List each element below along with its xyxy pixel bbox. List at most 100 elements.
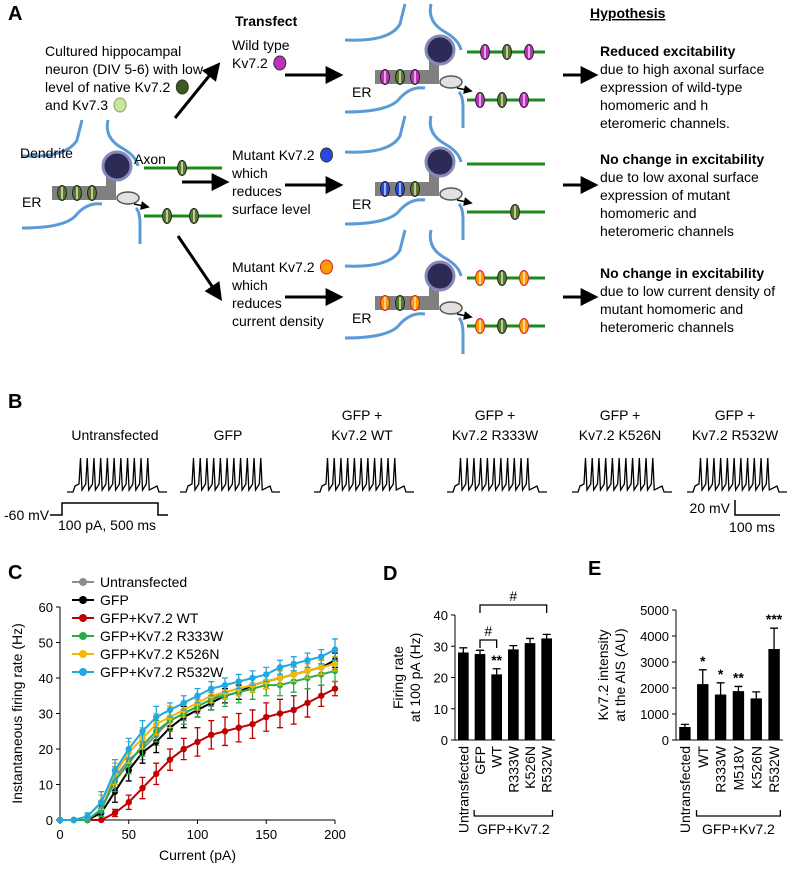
condition-label: GFP + <box>475 407 516 423</box>
data-point <box>318 653 325 660</box>
legend-marker <box>79 596 87 604</box>
transport-arrow <box>133 201 150 210</box>
bar <box>508 649 519 740</box>
hypothesis-title: Reduced excitability <box>600 43 736 59</box>
data-point <box>304 699 311 707</box>
x-tick-label: 100 <box>187 827 209 842</box>
hypothesis-line: expression of mutant <box>600 187 730 203</box>
error-bar <box>509 644 518 650</box>
data-point <box>125 745 132 753</box>
hypothesis-line: due to low current density of <box>600 283 775 299</box>
data-point <box>263 671 270 678</box>
data-point <box>153 770 160 778</box>
transfect-line: current density <box>232 313 324 329</box>
x-tick-label: Untransfected <box>455 746 471 833</box>
legend-marker <box>79 614 87 622</box>
data-point <box>276 710 284 717</box>
x-tick-label: GFP <box>472 746 488 775</box>
hypothesis-line: homomeric and <box>600 205 697 221</box>
description-line: neuron (DIV 5-6) with low <box>45 61 204 77</box>
condition-label: Kv7.2 K526N <box>579 427 662 443</box>
comparison-label: # <box>509 588 517 604</box>
data-point <box>235 678 242 685</box>
x-tick-label: 50 <box>122 827 136 842</box>
legend-label: GFP+Kv7.2 WT <box>100 610 199 626</box>
channel-icon <box>175 79 189 95</box>
data-point <box>98 799 105 806</box>
y-tick-label: 0 <box>46 813 53 828</box>
hypothesis-title: No change in excitability <box>600 265 764 281</box>
legend-marker <box>79 632 87 640</box>
membrane <box>428 3 463 51</box>
voltage-trace <box>572 457 672 493</box>
data-point <box>84 813 91 820</box>
neuron <box>344 115 545 240</box>
bar <box>714 694 727 740</box>
significance: * <box>718 666 724 682</box>
x-tick-label: 0 <box>56 827 63 842</box>
transfect-line: Kv7.2 <box>232 55 268 71</box>
channel-icon <box>320 147 333 163</box>
golgi <box>439 301 463 315</box>
data-point <box>111 767 119 774</box>
x-tick-label: 200 <box>324 827 346 842</box>
neuron <box>344 229 545 354</box>
golgi <box>439 75 463 89</box>
condition-label: GFP + <box>715 407 756 423</box>
data-point <box>249 674 256 682</box>
channel-icon <box>113 97 127 113</box>
arrow <box>176 235 223 301</box>
er-label: ER <box>352 84 371 100</box>
membrane <box>344 86 426 114</box>
transfect-line: Mutant Kv7.2 <box>232 147 315 163</box>
golgi <box>116 191 140 205</box>
hypothesis-line: heteromeric channels <box>600 223 734 239</box>
data-point <box>276 664 284 671</box>
channel-icon <box>273 55 287 71</box>
x-tick-label: 150 <box>255 827 277 842</box>
y-tick-label: 20 <box>434 671 448 686</box>
y-axis-label: Firing rate <box>390 646 406 709</box>
bar <box>524 643 536 740</box>
er <box>375 284 439 310</box>
membrane <box>428 115 463 163</box>
data-point <box>304 667 311 675</box>
bar <box>474 654 486 740</box>
nucleus <box>424 146 456 178</box>
voltage-trace <box>314 457 414 493</box>
x-tick-label: WT <box>695 746 711 768</box>
voltage-trace <box>67 457 167 493</box>
x-tick-label: R333W <box>505 745 521 792</box>
membrane <box>457 316 465 354</box>
data-point <box>208 685 215 692</box>
membrane <box>344 3 407 42</box>
bar <box>458 652 469 740</box>
stimulus-step <box>50 502 168 516</box>
data-point <box>331 685 339 692</box>
arrow <box>173 62 221 119</box>
bar <box>541 638 552 740</box>
legend-label: GFP+Kv7.2 R333W <box>100 628 224 644</box>
y-axis-label: Kv7.2 intensity <box>595 629 611 720</box>
nucleus <box>424 260 456 292</box>
transport-arrow <box>456 197 473 206</box>
error-bar <box>698 669 707 685</box>
data-point <box>290 706 297 714</box>
x-tick-label: K526N <box>522 746 538 789</box>
y-tick-label: 10 <box>39 778 53 793</box>
panel-label: C <box>8 562 22 584</box>
x-tick-label: R532W <box>766 745 782 792</box>
data-point <box>276 674 284 682</box>
condition-label: GFP + <box>600 407 641 423</box>
y-tick-label: 1000 <box>640 707 669 722</box>
er <box>375 58 439 84</box>
condition-label: Kv7.2 R333W <box>452 427 539 443</box>
data-point <box>208 731 215 738</box>
y-tick-label: 20 <box>39 742 53 757</box>
condition-label: Kv7.2 R532W <box>692 427 779 443</box>
scale-bar <box>734 500 780 516</box>
data-point <box>56 816 64 824</box>
data-point <box>70 816 77 824</box>
data-point <box>221 728 229 735</box>
